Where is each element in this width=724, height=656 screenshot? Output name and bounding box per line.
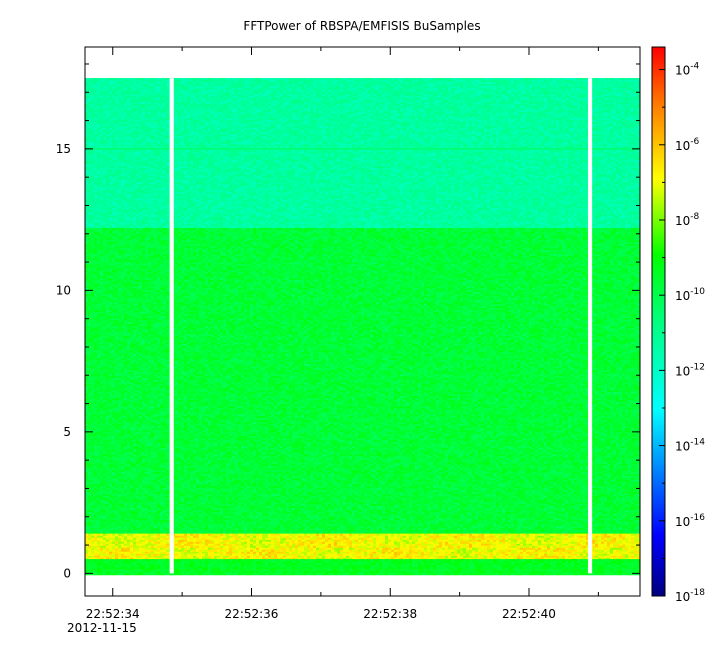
band-texture <box>85 559 640 576</box>
colorbar: 10-4 10-6 10-8 10-10 10-12 10-14 10-16 10-18 <box>651 46 705 604</box>
band-texture <box>85 78 640 229</box>
y-tick-label: 0 <box>63 566 71 580</box>
chart-title: FFTPower of RBSPA/EMFISIS BuSamples <box>243 19 480 33</box>
y-tick-label: 10 <box>56 283 71 297</box>
band-texture <box>88 533 634 560</box>
line-feature <box>85 147 640 150</box>
band-texture <box>85 559 640 576</box>
spectrogram-plot-area <box>84 46 641 597</box>
colorbar-tick-label: 10-18 <box>675 588 705 604</box>
colorbar-tick-label: 10-16 <box>675 513 705 529</box>
x-axis-date-label: 2012-11-15 <box>67 621 137 635</box>
spectrogram-band-2 <box>85 533 640 560</box>
band-texture <box>85 228 640 535</box>
plot-frame <box>84 46 641 597</box>
band-texture <box>85 78 640 229</box>
colorbar-tick-label: 10-4 <box>675 62 700 78</box>
x-tick-label: 22:52:40 <box>502 607 556 621</box>
band-texture <box>88 533 637 560</box>
band-texture <box>85 78 640 229</box>
spectrogram-band-3 <box>85 559 640 576</box>
data-gap-0 <box>169 78 174 574</box>
y-axis: 0 5 10 15 <box>56 63 640 580</box>
band-texture <box>85 78 640 229</box>
colorbar-tick-label: 10-6 <box>675 137 700 153</box>
spectrogram-band-1 <box>85 228 640 535</box>
colorbar-scale <box>651 46 666 597</box>
colorbar-tick-label: 10-10 <box>675 287 705 303</box>
band-texture <box>85 533 640 560</box>
colorbar-tick-label: 10-8 <box>675 212 700 228</box>
band-texture <box>85 533 640 560</box>
band-texture <box>85 228 640 535</box>
x-tick-label: 22:52:36 <box>225 607 279 621</box>
x-tick-label: 22:52:34 <box>86 607 140 621</box>
y-tick-label: 5 <box>63 425 71 439</box>
y-tick-label: 15 <box>56 142 71 156</box>
band-texture <box>85 228 640 535</box>
band-texture <box>85 533 640 560</box>
band-texture <box>94 559 640 576</box>
band-texture <box>85 228 640 535</box>
colorbar-tick-label: 10-14 <box>675 438 705 454</box>
data-gap-1 <box>587 78 593 574</box>
x-tick-label: 22:52:38 <box>363 607 417 621</box>
x-axis: 22:52:34 22:52:36 22:52:38 22:52:40 <box>86 47 599 621</box>
spectrogram-band-0 <box>85 78 640 229</box>
colorbar-tick-label: 10-12 <box>675 362 705 378</box>
